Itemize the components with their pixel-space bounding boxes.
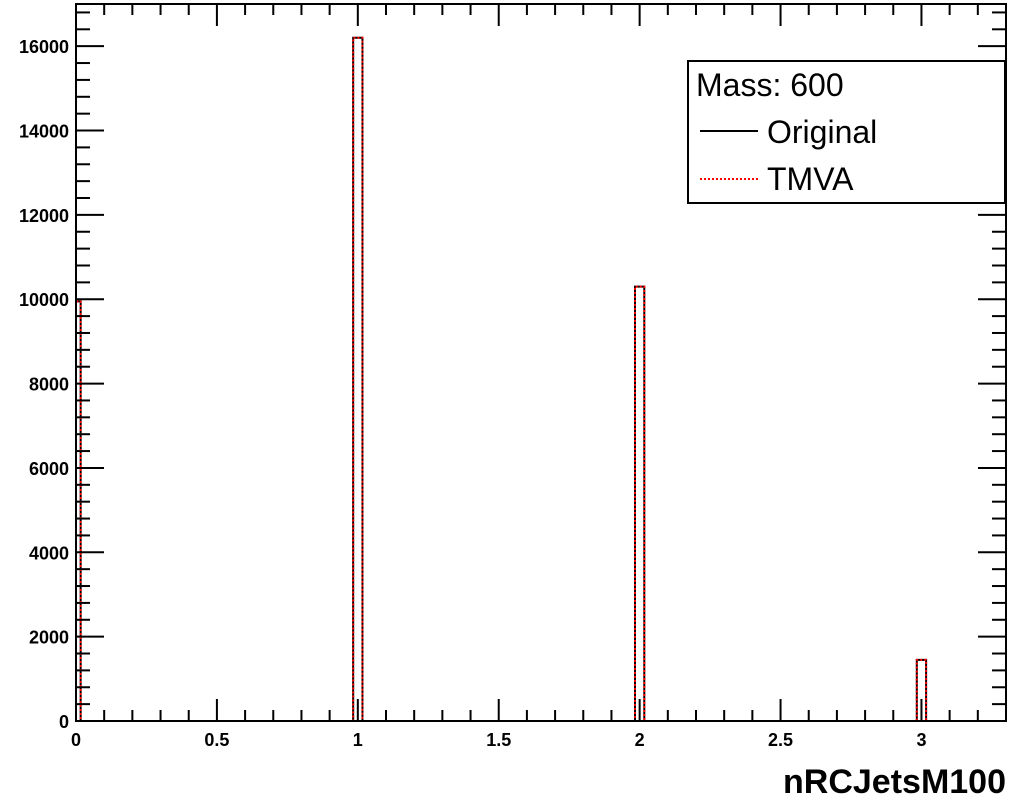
y-tick-label: 16000 bbox=[19, 37, 69, 57]
y-tick-label: 4000 bbox=[29, 543, 69, 563]
x-tick-label: 2.5 bbox=[768, 730, 793, 750]
x-axis-title: nRCJetsM100 bbox=[783, 763, 1006, 801]
plot-frame bbox=[75, 3, 1007, 722]
legend: Mass: 600 Original TMVA bbox=[687, 60, 1006, 204]
y-tick-label: 0 bbox=[59, 712, 69, 732]
bar-tmva-1 bbox=[353, 38, 362, 721]
y-tick-label: 2000 bbox=[29, 628, 69, 648]
y-tick-labels: 0 2000 4000 6000 8000 10000 12000 14000 16000 bbox=[19, 37, 69, 732]
x-tick-labels: 0 0.5 1 1.5 2 2.5 3 bbox=[71, 730, 926, 750]
bar-tmva-2 bbox=[635, 287, 644, 721]
bar-original-2 bbox=[635, 287, 644, 721]
x-tick-label: 1 bbox=[353, 730, 363, 750]
legend-label-original: Original bbox=[767, 114, 877, 150]
x-tick-label: 2 bbox=[635, 730, 645, 750]
x-tick-label: 1.5 bbox=[486, 730, 511, 750]
y-tick-label: 10000 bbox=[19, 290, 69, 310]
y-tick-label: 6000 bbox=[29, 459, 69, 479]
legend-header: Mass: 600 bbox=[696, 67, 844, 103]
x-tick-label: 3 bbox=[916, 730, 926, 750]
y-tick-label: 8000 bbox=[29, 375, 69, 395]
bar-original-1 bbox=[353, 38, 362, 721]
legend-label-tmva: TMVA bbox=[767, 161, 854, 197]
y-tick-label: 14000 bbox=[19, 122, 69, 142]
x-tick-label: 0.5 bbox=[204, 730, 229, 750]
y-tick-label: 12000 bbox=[19, 206, 69, 226]
x-tick-label: 0 bbox=[71, 730, 81, 750]
